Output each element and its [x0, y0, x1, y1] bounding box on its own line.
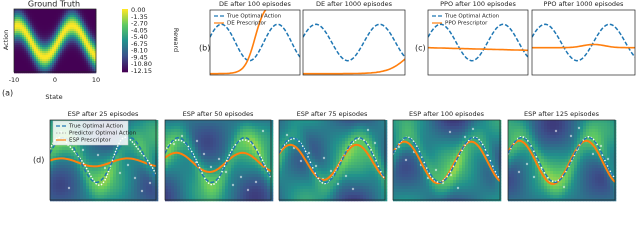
- panel-title: PPO after 1000 episodes: [544, 0, 624, 8]
- plot-frame: [49, 119, 157, 201]
- plot-frame: [392, 119, 501, 201]
- true-action-curve: [532, 23, 635, 62]
- prescriptor-curve: [210, 10, 267, 75]
- legend-label: Predictor Optimal Action: [69, 131, 137, 137]
- colorbar-tick-label: 0.00: [131, 6, 145, 14]
- prescriptor-curve: [508, 139, 615, 186]
- plot-frame: [209, 9, 301, 76]
- colorbar-tick-label: -10.80: [131, 60, 152, 68]
- colorbar-label: Reward: [172, 28, 180, 52]
- colorbar-tick-label: -5.40: [131, 33, 148, 41]
- plot-frame: [164, 119, 272, 201]
- prescriptor-curve: [165, 151, 271, 174]
- plot-frame: [13, 8, 97, 73]
- y-axis-label: Action: [2, 30, 10, 50]
- x-tick-label: 0: [53, 76, 57, 84]
- colorbar-tick-label: -2.70: [131, 20, 148, 28]
- panel-title: ESP after 100 episodes: [409, 110, 485, 118]
- prescriptor-curve: [303, 58, 405, 75]
- legend-label: True Optimal Action: [226, 14, 282, 20]
- panel-label: (c): [415, 44, 426, 53]
- true-action-curve: [279, 136, 385, 184]
- colorbar-tick-label: -1.35: [131, 13, 148, 21]
- colorbar-tick-label: -8.10: [131, 47, 148, 55]
- panel-title: ESP after 50 episodes: [183, 110, 254, 118]
- prescriptor-curve: [50, 157, 156, 168]
- colorbar: [122, 9, 128, 73]
- colorbar-tick-label: -12.15: [131, 67, 152, 75]
- prescriptor-curve: [428, 46, 528, 52]
- predictor-action-curve: [165, 139, 271, 186]
- panel-title: ESP after 75 episodes: [297, 110, 368, 118]
- true-action-curve: [393, 136, 500, 184]
- figure: (a) (b) (c) (d) Ground Truth State Actio…: [2, 0, 636, 202]
- panel-label: (d): [33, 156, 44, 165]
- plot-frame: [278, 119, 386, 201]
- panel-label: (a): [2, 89, 13, 98]
- legend-label: True Optimal Action: [444, 14, 500, 20]
- colorbar-tick-label: -9.45: [131, 53, 148, 61]
- plots: [13, 8, 636, 202]
- heatmap: [279, 120, 388, 202]
- colorbar-tick-label: -6.75: [131, 40, 148, 48]
- panel-title: PPO after 100 episodes: [440, 0, 516, 8]
- x-axis-label: State: [45, 93, 62, 101]
- panel-title: ESP after 125 episodes: [524, 110, 600, 118]
- prescriptor-curve: [532, 43, 635, 49]
- predictor-action-curve: [50, 136, 156, 187]
- heatmap: [393, 120, 502, 202]
- panel-title: DE after 100 episodes: [219, 0, 292, 8]
- legend-label: DE Prescriptor: [227, 21, 267, 27]
- legend-label: True Optimal Action: [68, 124, 124, 130]
- legend-label: PPO Prescriptor: [445, 21, 488, 27]
- true-action-curve: [210, 23, 300, 62]
- true-action-curve: [165, 136, 271, 184]
- plot-frame: [302, 9, 406, 76]
- true-action-curve: [428, 23, 528, 62]
- sample-points: [285, 128, 377, 191]
- plot-frame: [531, 9, 636, 76]
- heatmap: [508, 120, 617, 202]
- colorbar-tick-label: -4.05: [131, 26, 148, 34]
- heatmap: [14, 9, 97, 74]
- heatmap: [165, 120, 274, 202]
- panel-label: (b): [199, 44, 210, 53]
- plot-frame: [507, 119, 616, 201]
- panel-title: ESP after 25 episodes: [68, 110, 139, 118]
- x-tick-label: -10: [9, 76, 20, 84]
- true-action-curve: [508, 136, 615, 184]
- panel-title: Ground Truth: [28, 0, 80, 9]
- true-action-curve: [303, 23, 405, 62]
- x-tick-label: 10: [92, 76, 100, 84]
- panel-title: DE after 1000 episodes: [316, 0, 393, 8]
- prescriptor-curve: [279, 143, 385, 182]
- plot-frame: [427, 9, 529, 76]
- legend-label: ESP Prescriptor: [69, 138, 111, 144]
